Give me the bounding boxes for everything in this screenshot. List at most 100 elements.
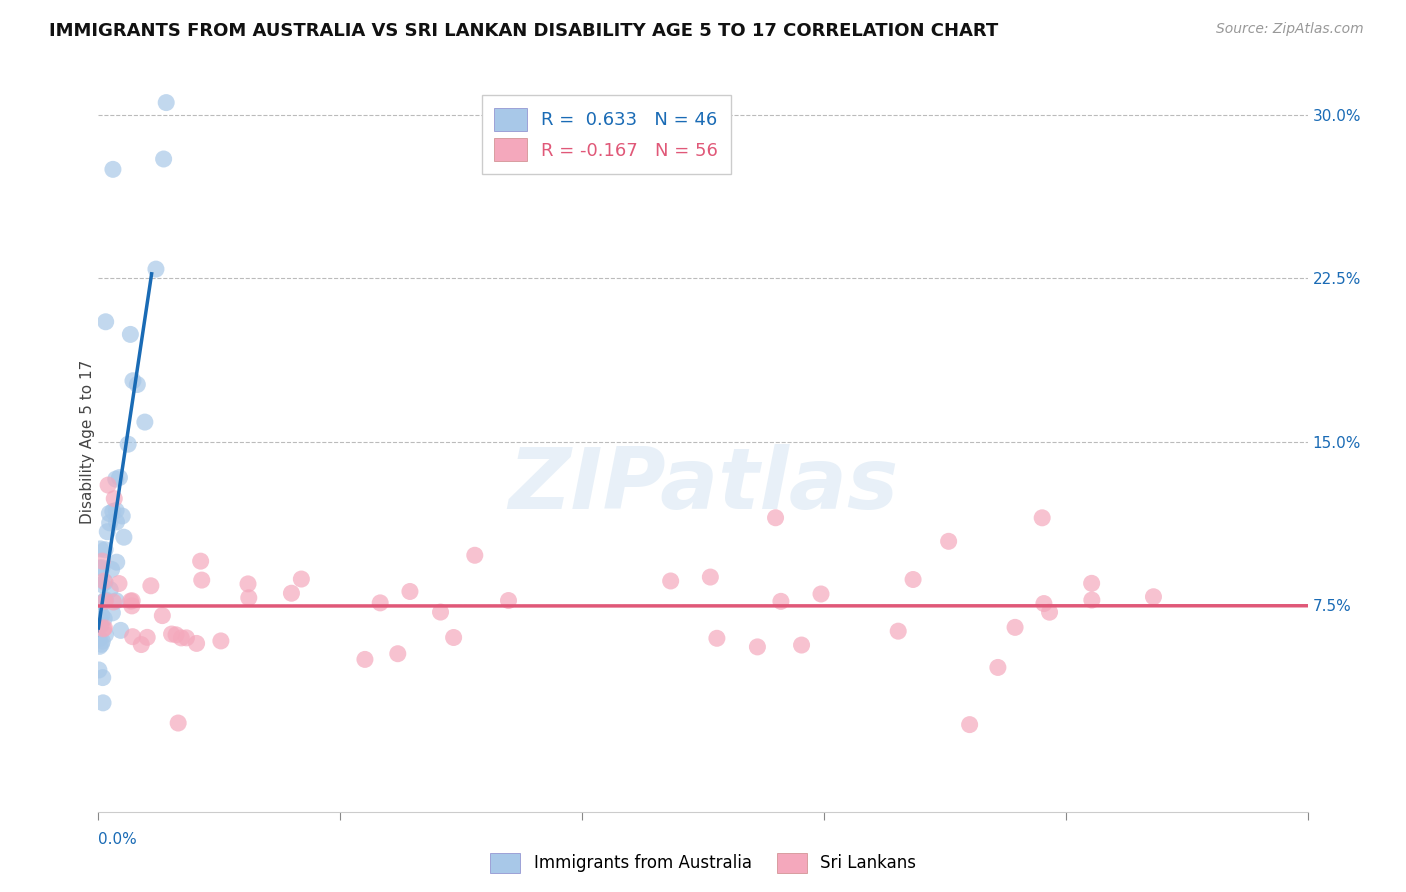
Point [121,630,143,644]
Point [89,612,111,626]
Text: IMMIGRANTS FROM AUSTRALIA VS SRI LANKAN DISABILITY AGE 5 TO 17 CORRELATION CHART: IMMIGRANTS FROM AUSTRALIA VS SRI LANKAN … [49,22,998,40]
Point [1080,576,1102,591]
Point [1142,590,1164,604]
Point [94,592,117,607]
Point [97,478,120,492]
Point [368,596,391,610]
Point [91,596,114,610]
Point [170,631,193,645]
Point [129,638,152,652]
Point [127,377,149,392]
Point [98,582,121,597]
Point [93,612,115,626]
Point [167,716,190,731]
Point [89,561,111,575]
Point [959,717,981,731]
Text: 0.0%: 0.0% [98,832,138,847]
Point [987,660,1010,674]
Point [90,618,112,632]
Point [145,262,167,277]
Point [110,624,132,638]
Point [136,631,159,645]
Point [91,560,114,574]
Point [108,576,131,591]
Point [150,608,173,623]
Point [209,634,232,648]
Point [105,515,128,529]
Text: ZIPatlas: ZIPatlas [508,444,898,527]
Point [134,415,156,429]
Point [238,591,260,605]
Point [190,554,212,568]
Point [104,472,127,486]
Point [89,541,111,556]
Text: Source: ZipAtlas.com: Source: ZipAtlas.com [1216,22,1364,37]
Point [176,631,198,645]
Point [810,587,832,601]
Point [94,575,117,590]
Point [105,503,128,517]
Point [429,605,451,619]
Point [101,504,124,518]
Point [87,663,110,677]
Point [354,652,377,666]
Point [790,638,813,652]
Point [93,574,115,588]
Point [98,507,121,521]
Point [105,594,128,608]
Point [103,491,125,506]
Point [443,631,465,645]
Point [765,510,787,524]
Point [887,624,910,639]
Point [152,152,174,166]
Point [938,534,960,549]
Point [105,555,128,569]
Point [98,516,121,530]
Point [91,634,114,648]
Point [747,640,769,654]
Point [165,628,187,642]
Point [100,562,122,576]
Point [90,577,112,591]
Point [94,628,117,642]
Point [96,524,118,539]
Point [387,647,409,661]
Point [290,572,312,586]
Point [93,621,115,635]
Point [160,627,183,641]
Point [1032,597,1054,611]
Point [94,542,117,557]
Point [91,671,114,685]
Point [117,437,139,451]
Point [139,579,162,593]
Point [112,530,135,544]
Point [121,599,143,613]
Point [901,573,924,587]
Point [769,594,792,608]
Point [94,315,117,329]
Point [1038,605,1060,619]
Legend: R =  0.633   N = 46, R = -0.167   N = 56: R = 0.633 N = 46, R = -0.167 N = 56 [482,95,731,174]
Point [120,594,142,608]
Point [120,327,142,342]
Point [94,594,117,608]
Point [498,593,520,607]
Point [706,632,728,646]
Point [1004,620,1026,634]
Point [90,608,112,623]
Point [659,574,682,588]
Point [699,570,721,584]
Point [122,374,145,388]
Point [280,586,302,600]
Point [155,95,177,110]
Point [103,595,125,609]
Legend: Immigrants from Australia, Sri Lankans: Immigrants from Australia, Sri Lankans [484,847,922,880]
Point [101,162,124,177]
Point [121,594,143,608]
Point [101,606,124,620]
Point [464,549,486,563]
Point [91,696,114,710]
Point [1031,511,1053,525]
Point [1081,593,1104,607]
Point [399,584,422,599]
